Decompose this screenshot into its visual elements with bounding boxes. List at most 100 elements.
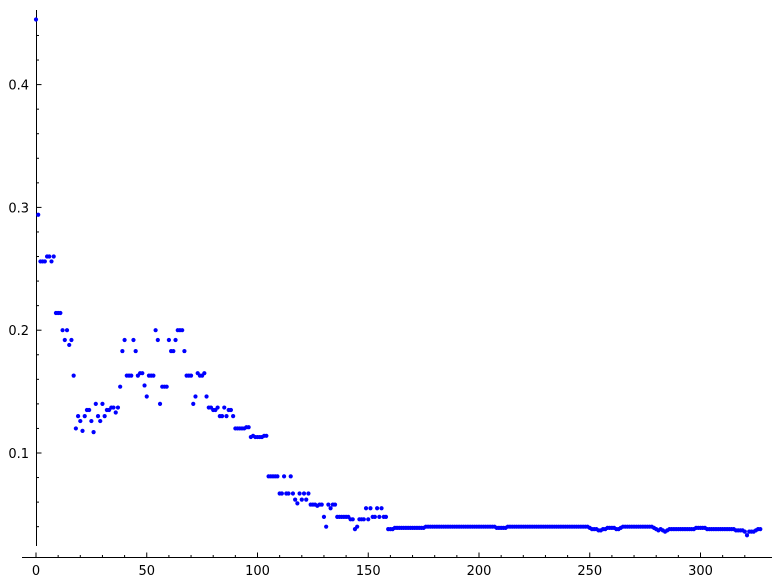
data-point: [306, 491, 311, 496]
x-tick-label: 250: [577, 564, 602, 579]
data-point: [91, 430, 96, 435]
data-point: [164, 384, 169, 389]
data-point: [60, 328, 65, 333]
data-point: [355, 524, 360, 529]
data-point: [153, 328, 158, 333]
data-point: [120, 348, 125, 354]
data-point: [350, 517, 355, 522]
data-point: [304, 497, 309, 502]
data-point: [366, 517, 371, 522]
data-point: [78, 418, 83, 424]
data-point: [328, 506, 333, 511]
data-point: [219, 414, 225, 419]
data-point: [87, 407, 92, 413]
data-point: [377, 514, 382, 519]
data-point: [326, 502, 331, 507]
data-point: [49, 259, 54, 264]
x-tick-label: 100: [245, 564, 270, 579]
data-point: [324, 524, 329, 529]
data-point: [279, 491, 284, 496]
y-tick-label: 0.4: [8, 79, 29, 94]
data-point: [144, 394, 149, 399]
data-point: [140, 371, 145, 376]
data-point: [98, 418, 103, 424]
data-point: [171, 348, 176, 354]
data-point: [36, 212, 41, 217]
data-point: [155, 337, 160, 343]
data-point: [231, 414, 236, 419]
data-point: [215, 405, 220, 410]
data-point: [361, 517, 366, 522]
data-point: [293, 497, 298, 502]
data-point: [332, 502, 338, 507]
data-point: [202, 371, 207, 376]
x-tick-label: 0: [32, 564, 40, 579]
data-point: [224, 414, 229, 419]
data-point: [299, 497, 304, 502]
data-point: [142, 383, 147, 388]
data-point: [67, 342, 72, 348]
data-point: [82, 414, 87, 419]
data-point: [166, 337, 171, 343]
data-point: [151, 373, 156, 378]
x-tick-label: 300: [688, 564, 713, 579]
data-point: [42, 259, 47, 264]
data-point: [368, 506, 373, 511]
data-point: [157, 401, 163, 406]
data-point: [758, 527, 763, 532]
data-point: [182, 348, 187, 354]
data-point: [742, 529, 747, 534]
data-point: [113, 410, 118, 415]
data-point: [51, 254, 56, 259]
data-point: [133, 348, 138, 354]
data-point: [204, 394, 209, 399]
data-point: [115, 405, 121, 410]
data-point: [191, 401, 196, 406]
data-point: [319, 502, 324, 507]
data-point: [375, 506, 380, 511]
data-point: [372, 514, 377, 519]
data-point: [111, 405, 116, 410]
data-point: [281, 474, 287, 479]
data-point: [102, 414, 107, 419]
data-point: [80, 428, 85, 433]
y-axis: 0.1 0.2 0.3 0.4: [8, 10, 42, 546]
data-point: [363, 506, 369, 511]
data-point: [275, 474, 280, 479]
data-point: [295, 501, 300, 506]
data-point: [290, 491, 296, 496]
data-points: [33, 17, 763, 538]
minor-ticks: [36, 34, 746, 558]
y-tick-label: 0.2: [8, 324, 29, 339]
data-point: [180, 328, 185, 333]
data-point: [744, 533, 750, 538]
data-point: [47, 254, 52, 259]
y-tick-label: 0.3: [8, 201, 29, 216]
data-point: [297, 491, 302, 496]
data-point: [246, 425, 251, 430]
data-point: [264, 433, 269, 438]
data-point: [75, 414, 81, 419]
data-point: [301, 491, 307, 496]
data-point: [58, 310, 63, 316]
data-point: [188, 373, 194, 378]
data-point: [379, 506, 384, 511]
data-point: [69, 337, 74, 343]
data-point: [129, 373, 134, 378]
data-point: [131, 337, 136, 343]
data-point: [383, 514, 389, 519]
data-point: [286, 491, 291, 496]
y-tick-label: 0.1: [8, 447, 29, 462]
data-point: [93, 401, 98, 406]
data-point: [95, 414, 101, 419]
data-point: [33, 17, 39, 22]
x-axis: 0 50 100 150 200 250 300: [22, 552, 772, 579]
data-point: [62, 337, 67, 343]
x-tick-label: 150: [356, 564, 381, 579]
data-point: [89, 418, 94, 424]
data-point: [193, 394, 198, 399]
data-point: [71, 373, 76, 378]
x-tick-label: 50: [138, 564, 155, 579]
data-point: [321, 514, 327, 519]
